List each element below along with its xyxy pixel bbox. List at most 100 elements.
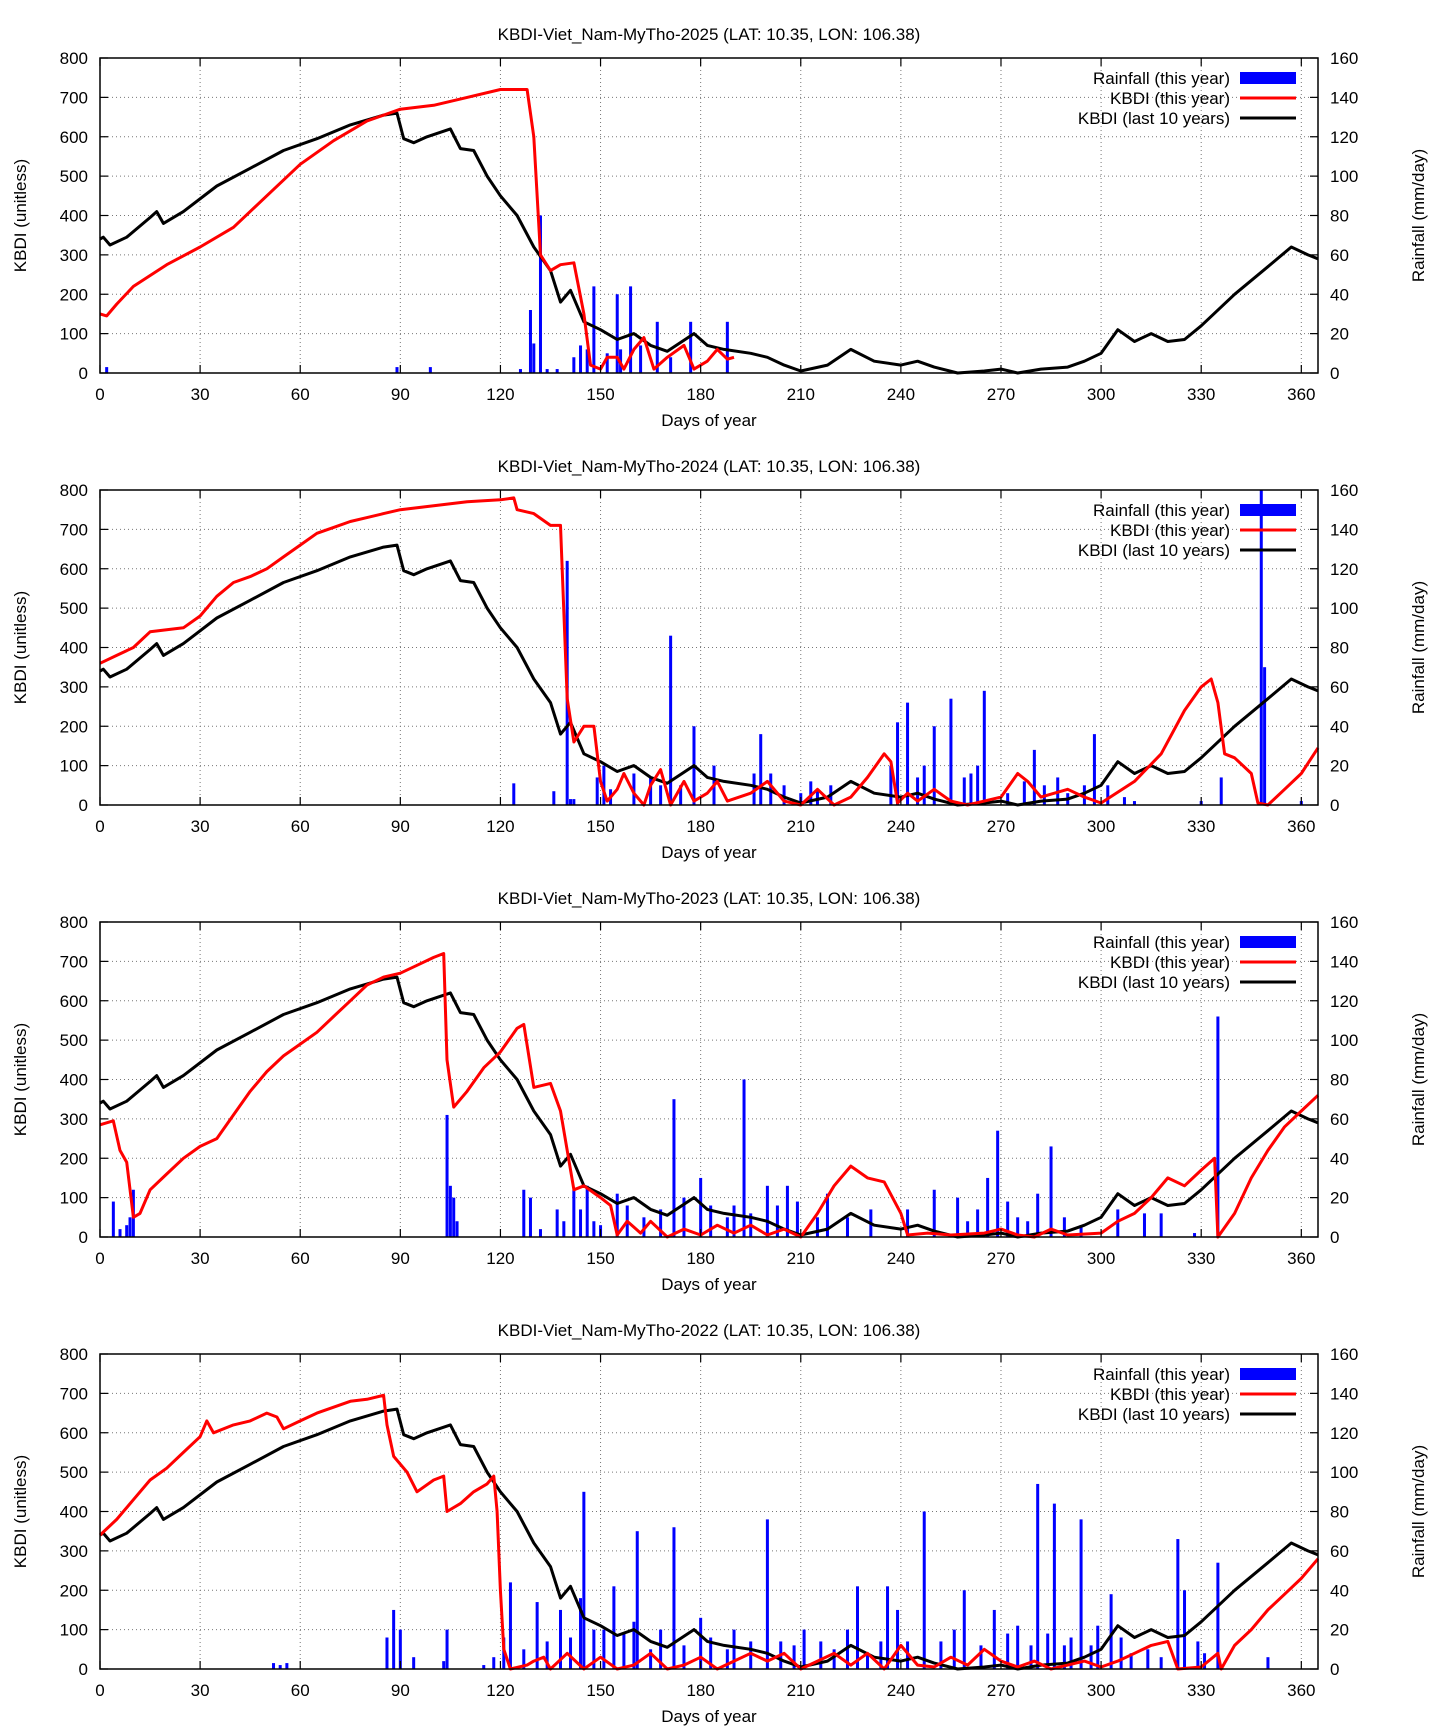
x-tick-label: 330 — [1187, 385, 1215, 404]
kbdi-last10-line — [99, 543, 1319, 807]
y-left-tick-label: 100 — [60, 1621, 88, 1640]
rainfall-bar — [879, 1641, 883, 1669]
x-tick-label: 270 — [987, 1681, 1015, 1700]
rainfall-bar — [1219, 777, 1223, 805]
rainfall-bar — [1119, 1637, 1123, 1669]
rainfall-bar — [996, 1130, 1000, 1237]
rainfall-bar — [649, 777, 653, 805]
rainfall-bar — [1079, 1519, 1083, 1669]
rainfall-bar — [802, 1629, 806, 1669]
y-right-tick-label: 60 — [1330, 246, 1349, 265]
y-left-axis-label: KBDI (unitless) — [11, 591, 30, 704]
x-tick-label: 180 — [686, 1681, 714, 1700]
rainfall-bar — [605, 353, 609, 373]
y-right-tick-label: 160 — [1330, 913, 1358, 932]
y-right-tick-label: 80 — [1330, 639, 1349, 658]
rainfall-bar — [962, 1590, 966, 1669]
y-left-tick-label: 100 — [60, 1189, 88, 1208]
x-tick-label: 210 — [787, 385, 815, 404]
rainfall-bar — [1109, 1594, 1113, 1669]
rainfall-bar — [452, 1197, 456, 1237]
rainfall-bar — [585, 349, 589, 373]
y-right-axis-label: Rainfall (mm/day) — [1409, 149, 1428, 282]
y-left-tick-label: 0 — [79, 796, 88, 815]
rainfall-bar — [725, 321, 729, 373]
y-left-tick-label: 600 — [60, 128, 88, 147]
x-tick-label: 120 — [486, 817, 514, 836]
rainfall-bar — [1022, 781, 1026, 805]
legend-label: Rainfall (this year) — [1093, 1365, 1230, 1384]
x-tick-label: 270 — [987, 385, 1015, 404]
rainfall-bar — [545, 369, 549, 373]
rainfall-bar — [1006, 793, 1010, 805]
rainfall-bar — [522, 1649, 526, 1669]
ticks — [99, 1353, 1318, 1670]
rainfall-bar — [749, 1641, 753, 1669]
x-tick-label: 210 — [787, 1681, 815, 1700]
x-tick-label: 30 — [191, 1681, 210, 1700]
rainfall-bar — [1203, 1653, 1207, 1669]
rainfall-bar — [569, 799, 573, 805]
y-right-axis-label: Rainfall (mm/day) — [1409, 581, 1428, 714]
legend-label: KBDI (last 10 years) — [1078, 1405, 1230, 1424]
rainfall-bar — [795, 1201, 799, 1237]
rainfall-bar — [572, 1189, 576, 1237]
rainfall-bar — [1062, 1217, 1066, 1237]
x-tick-label: 240 — [887, 385, 915, 404]
rainfall-bar — [672, 1099, 676, 1237]
rainfall-bar — [1216, 1016, 1220, 1237]
rainfall-bar — [825, 1193, 829, 1237]
y-right-tick-label: 60 — [1330, 1110, 1349, 1129]
rainfall-bar — [659, 785, 663, 805]
rainfall-bar — [442, 1661, 446, 1669]
rainfall-bar — [1079, 1225, 1083, 1237]
rainfall-bar — [1183, 1590, 1187, 1669]
y-right-tick-label: 120 — [1330, 560, 1358, 579]
rainfall-bar — [111, 1201, 115, 1237]
rainfall-bar — [956, 1197, 960, 1237]
rainfall-bar — [579, 1598, 583, 1669]
rainfall-bar — [976, 1209, 980, 1237]
kbdi-chart: KBDI-Viet_Nam-MyTho-2023 (LAT: 10.35, LO… — [11, 889, 1428, 1294]
rainfall-bar — [105, 367, 109, 373]
rainfall-bar — [1216, 1562, 1220, 1669]
ticks — [99, 921, 1318, 1238]
rainfall-bar — [1122, 797, 1126, 805]
y-right-axis-label: Rainfall (mm/day) — [1409, 1445, 1428, 1578]
y-left-tick-label: 0 — [79, 364, 88, 383]
y-right-tick-label: 100 — [1330, 1031, 1358, 1050]
legend-label: Rainfall (this year) — [1093, 933, 1230, 952]
rainfall-bar — [118, 1229, 122, 1237]
rainfall-bar — [1016, 1625, 1020, 1669]
rainfall-bar — [482, 1665, 486, 1669]
x-tick-label: 30 — [191, 385, 210, 404]
y-left-tick-label: 800 — [60, 49, 88, 68]
x-tick-label: 60 — [291, 1681, 310, 1700]
rainfall-bar — [1259, 490, 1263, 805]
x-tick-label: 150 — [586, 385, 614, 404]
y-left-tick-label: 400 — [60, 639, 88, 658]
y-right-tick-label: 20 — [1330, 1189, 1349, 1208]
x-tick-label: 60 — [291, 1249, 310, 1268]
y-right-tick-label: 40 — [1330, 1149, 1349, 1168]
x-tick-label: 270 — [987, 1249, 1015, 1268]
y-left-axis-label: KBDI (unitless) — [11, 1455, 30, 1568]
kbdi-this-year-line — [99, 88, 735, 371]
x-tick-label: 330 — [1187, 1681, 1215, 1700]
rainfall-bar — [395, 367, 399, 373]
x-tick-label: 300 — [1087, 1681, 1115, 1700]
y-right-tick-label: 140 — [1330, 1384, 1358, 1403]
rainfall-bar — [612, 1586, 616, 1669]
rainfall-bar — [448, 1185, 452, 1237]
rainfall-bar — [932, 1189, 936, 1237]
rainfall-bar — [538, 1229, 542, 1237]
rainfall-bar — [1132, 801, 1136, 805]
legend-label: KBDI (last 10 years) — [1078, 973, 1230, 992]
x-tick-label: 240 — [887, 1681, 915, 1700]
x-axis-label: Days of year — [661, 843, 757, 862]
rainfall-bar — [555, 1209, 559, 1237]
rainfall-bar — [896, 1609, 900, 1669]
rainfall-bar — [455, 1221, 459, 1237]
rainfall-bar — [555, 369, 559, 373]
x-tick-label: 270 — [987, 817, 1015, 836]
